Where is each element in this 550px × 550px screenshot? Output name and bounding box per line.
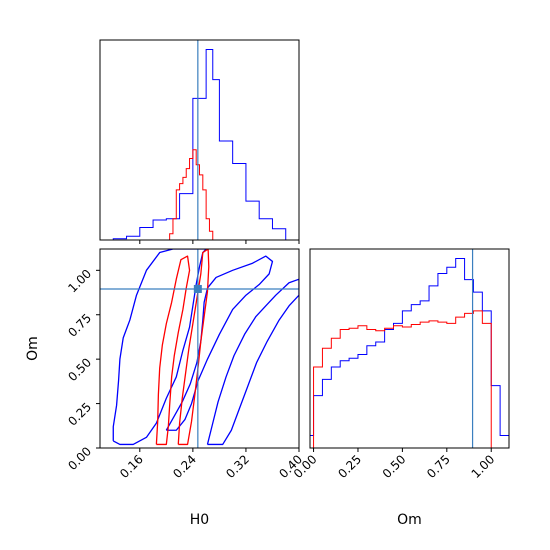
panel-frame-1 xyxy=(99,248,300,449)
contour-red-4 xyxy=(177,249,210,446)
histogram-H0-red xyxy=(166,149,217,241)
panel-frame-0 xyxy=(99,39,300,241)
histogram-Om-red xyxy=(313,310,492,448)
contour-red-3 xyxy=(155,255,191,446)
x-1-tick-label: 0.32 xyxy=(223,452,252,481)
y-tick-label: 0.25 xyxy=(65,400,94,429)
y-tick-label: 0.75 xyxy=(65,311,94,340)
panel-frame-2 xyxy=(309,248,510,449)
x-2-tick-label: 0.50 xyxy=(380,452,409,481)
x-axis-label-H0: H0 xyxy=(190,512,209,528)
x-2-tick-label: 0.75 xyxy=(424,452,453,481)
histogram-H0-blue xyxy=(100,49,299,241)
x-axis-label-Om: Om xyxy=(397,512,422,528)
y-tick-label: 1.00 xyxy=(65,267,94,296)
contour-blue-2 xyxy=(206,278,299,446)
x-2-tick-label: 0.25 xyxy=(335,452,364,481)
x-1-tick-label: 0.24 xyxy=(170,452,199,481)
x-2-tick-label: 1.00 xyxy=(469,452,498,481)
y-tick-label: 0.50 xyxy=(65,355,94,384)
truth-marker xyxy=(193,284,202,293)
y-tick-label: 0.00 xyxy=(65,444,94,473)
histogram-Om-blue xyxy=(309,257,510,448)
y-axis-label-Om: Om xyxy=(25,336,41,361)
x-1-tick-label: 0.16 xyxy=(117,452,146,481)
